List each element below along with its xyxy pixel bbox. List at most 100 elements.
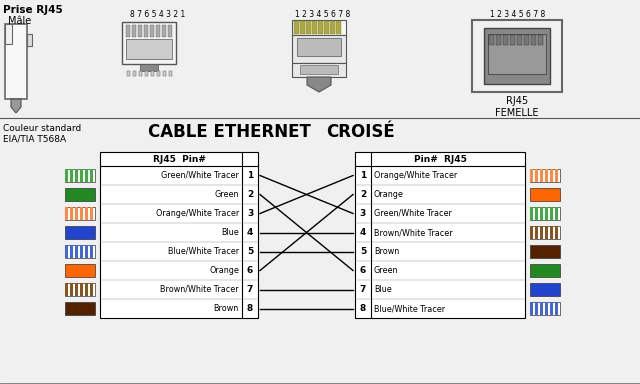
Bar bbox=[297, 38, 341, 56]
Bar bbox=[80, 207, 83, 220]
Bar bbox=[90, 245, 93, 258]
Bar bbox=[530, 283, 560, 296]
Text: 6: 6 bbox=[247, 266, 253, 275]
Bar bbox=[65, 226, 95, 239]
Bar bbox=[538, 35, 543, 45]
Text: RJ45  Pin#: RJ45 Pin# bbox=[152, 154, 205, 164]
Bar bbox=[336, 21, 341, 34]
Bar bbox=[65, 302, 95, 315]
Text: Blue: Blue bbox=[221, 228, 239, 237]
Text: Brown/White Tracer: Brown/White Tracer bbox=[374, 228, 452, 237]
Text: 3: 3 bbox=[360, 209, 366, 218]
Text: 5: 5 bbox=[360, 247, 366, 256]
Bar bbox=[530, 226, 560, 239]
Bar bbox=[75, 283, 77, 296]
Bar bbox=[27, 34, 32, 46]
Bar bbox=[530, 169, 532, 182]
Bar bbox=[292, 63, 346, 77]
Bar bbox=[85, 283, 88, 296]
Bar bbox=[65, 207, 95, 220]
Text: Green: Green bbox=[374, 266, 399, 275]
Text: 4: 4 bbox=[360, 228, 366, 237]
Bar bbox=[300, 21, 305, 34]
Text: 2: 2 bbox=[360, 190, 366, 199]
Text: Blue/White Tracer: Blue/White Tracer bbox=[374, 304, 445, 313]
Bar bbox=[524, 35, 529, 45]
Bar bbox=[496, 35, 501, 45]
Bar bbox=[531, 35, 536, 45]
Text: Orange: Orange bbox=[209, 266, 239, 275]
Bar bbox=[530, 207, 532, 220]
Bar bbox=[530, 264, 560, 277]
Bar bbox=[90, 283, 93, 296]
Bar bbox=[503, 35, 508, 45]
Bar bbox=[540, 169, 543, 182]
Text: Orange: Orange bbox=[374, 190, 404, 199]
Bar bbox=[122, 22, 176, 64]
Text: 7: 7 bbox=[360, 285, 366, 294]
Bar bbox=[488, 34, 546, 74]
Text: Blue/White Tracer: Blue/White Tracer bbox=[168, 247, 239, 256]
Bar bbox=[80, 283, 83, 296]
Bar bbox=[535, 226, 538, 239]
Text: 1: 1 bbox=[247, 171, 253, 180]
Text: 6: 6 bbox=[360, 266, 366, 275]
Bar bbox=[330, 21, 335, 34]
Text: Green/White Tracer: Green/White Tracer bbox=[161, 171, 239, 180]
Text: Mâle: Mâle bbox=[8, 16, 31, 26]
Bar bbox=[5, 24, 27, 99]
Polygon shape bbox=[11, 99, 21, 113]
Bar bbox=[489, 35, 494, 45]
Bar bbox=[300, 65, 338, 74]
Bar bbox=[550, 169, 552, 182]
Bar bbox=[472, 20, 562, 92]
Bar bbox=[138, 25, 142, 37]
Text: 2: 2 bbox=[247, 190, 253, 199]
Bar bbox=[70, 207, 72, 220]
Bar bbox=[535, 302, 538, 315]
Bar bbox=[530, 245, 560, 258]
Bar bbox=[65, 169, 95, 182]
Bar bbox=[306, 21, 311, 34]
Bar bbox=[530, 302, 560, 315]
Bar bbox=[5, 24, 12, 44]
Bar bbox=[65, 188, 95, 201]
Bar bbox=[65, 283, 67, 296]
Text: Blue: Blue bbox=[374, 285, 392, 294]
Text: Brown: Brown bbox=[374, 247, 399, 256]
Text: 8 7 6 5 4 3 2 1: 8 7 6 5 4 3 2 1 bbox=[130, 10, 185, 19]
Bar bbox=[312, 21, 317, 34]
Bar bbox=[75, 207, 77, 220]
Bar bbox=[65, 245, 95, 258]
Text: 3: 3 bbox=[247, 209, 253, 218]
Bar bbox=[163, 71, 166, 76]
Text: RJ45
FEMELLE: RJ45 FEMELLE bbox=[495, 96, 539, 118]
Bar bbox=[156, 25, 160, 37]
Bar bbox=[127, 71, 130, 76]
Bar bbox=[65, 283, 95, 296]
Bar bbox=[555, 169, 557, 182]
Bar bbox=[80, 245, 83, 258]
Text: CABLE ETHERNET: CABLE ETHERNET bbox=[148, 123, 311, 141]
Bar bbox=[80, 169, 83, 182]
Bar bbox=[65, 207, 67, 220]
Bar bbox=[530, 302, 532, 315]
Text: Prise RJ45: Prise RJ45 bbox=[3, 5, 63, 15]
Bar bbox=[70, 245, 72, 258]
Bar bbox=[75, 245, 77, 258]
Bar bbox=[144, 25, 148, 37]
Bar bbox=[126, 25, 130, 37]
Bar bbox=[535, 207, 538, 220]
Bar bbox=[550, 226, 552, 239]
Bar bbox=[545, 226, 547, 239]
Bar bbox=[540, 302, 543, 315]
Text: Brown: Brown bbox=[214, 304, 239, 313]
Bar bbox=[530, 188, 560, 201]
Bar bbox=[85, 245, 88, 258]
Text: 8: 8 bbox=[360, 304, 366, 313]
Bar bbox=[355, 152, 525, 318]
Bar bbox=[133, 71, 136, 76]
Bar bbox=[90, 207, 93, 220]
Bar bbox=[70, 169, 72, 182]
Bar bbox=[545, 207, 547, 220]
